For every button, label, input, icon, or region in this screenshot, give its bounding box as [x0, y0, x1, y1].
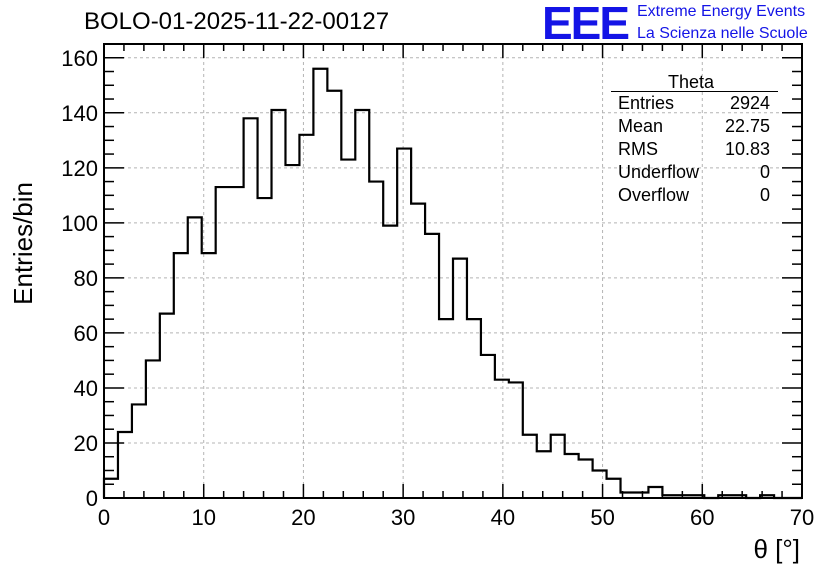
- stats-value: 22.75: [724, 116, 770, 136]
- stats-key: Entries: [618, 93, 675, 113]
- y-tick-label: 60: [74, 321, 98, 346]
- y-axis-label: Entries/bin: [8, 182, 38, 305]
- y-tick-label: 100: [61, 211, 98, 236]
- stats-value: 10.83: [724, 139, 770, 159]
- histogram-step-line: [102, 67, 802, 500]
- stats-row-entries: Entries 2924: [618, 93, 770, 115]
- stats-row-mean: Mean 22.75: [618, 116, 770, 138]
- stats-key: Underflow: [618, 162, 700, 182]
- y-tick-label: 120: [61, 156, 98, 181]
- stats-key: RMS: [618, 139, 658, 159]
- stats-value: 0: [759, 162, 770, 182]
- x-tick-label: 10: [191, 505, 215, 530]
- x-tick-label: 0: [98, 505, 110, 530]
- stats-value: 2924: [729, 93, 770, 113]
- stats-box: Theta Entries 2924 Mean 22.75 RMS 10.83 …: [611, 70, 778, 210]
- stats-key: Overflow: [618, 185, 690, 205]
- axis-ticks: [103, 43, 803, 499]
- stats-title-underline: [611, 91, 778, 92]
- x-tick-labels: 0 10 20 30 40 50 60 70: [98, 505, 814, 530]
- plot-frame: [103, 43, 803, 499]
- chart-title: BOLO-01-2025-11-22-00127: [84, 8, 390, 35]
- eee-logo: EEE: [542, 0, 630, 49]
- x-tick-label: 70: [790, 505, 814, 530]
- x-tick-label: 30: [391, 505, 415, 530]
- x-tick-label: 20: [291, 505, 315, 530]
- y-tick-label: 140: [61, 101, 98, 126]
- x-tick-label: 40: [491, 505, 515, 530]
- y-tick-label: 20: [74, 431, 98, 456]
- y-tick-label: 80: [74, 266, 98, 291]
- y-tick-label: 40: [74, 376, 98, 401]
- x-tick-label: 50: [590, 505, 614, 530]
- stats-row-rms: RMS 10.83: [618, 139, 770, 161]
- stats-key: Mean: [618, 116, 664, 136]
- logo-text-line-2: La Scienza nelle Scuole: [637, 25, 808, 42]
- x-tick-label: 60: [690, 505, 714, 530]
- x-axis-label: θ [°]: [753, 534, 800, 564]
- y-tick-label: 160: [61, 46, 98, 71]
- stats-title: Theta: [667, 72, 715, 92]
- y-tick-labels: 0 20 40 60 80 100 120 140 160: [61, 46, 98, 511]
- stats-row-overflow: Overflow 0: [618, 185, 770, 207]
- stats-row-underflow: Underflow 0: [618, 162, 770, 184]
- y-tick-label: 0: [86, 486, 98, 511]
- stats-value: 0: [759, 185, 770, 205]
- logo-text-line-1: Extreme Energy Events: [637, 3, 806, 20]
